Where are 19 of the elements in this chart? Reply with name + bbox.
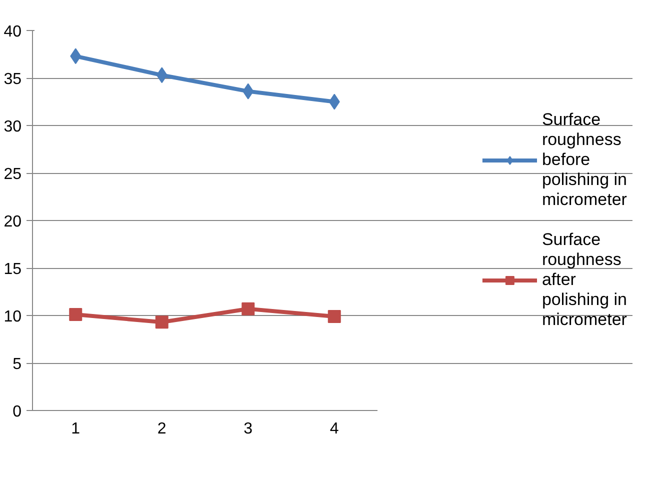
- x-tick-label: 3: [244, 420, 253, 438]
- point: [242, 302, 255, 316]
- y-tick-label: 0: [12, 404, 22, 420]
- x-tick-label: 4: [330, 420, 339, 438]
- y-tick-label: 10: [4, 308, 22, 326]
- point: [69, 308, 82, 322]
- point: [155, 316, 168, 329]
- legend-label: Surface roughness before polishing in micrometer: [542, 110, 627, 210]
- y-tick-label: 15: [4, 261, 22, 278]
- x-tick-label: 2: [157, 420, 166, 438]
- y-tick-label: 20: [4, 214, 22, 230]
- y-tick-label: 25: [4, 166, 22, 183]
- y-tick-label: 40: [4, 24, 22, 40]
- y-tick-label: 35: [4, 71, 22, 88]
- x-tick-label: 1: [71, 420, 80, 438]
- y-tick-label: 5: [12, 356, 22, 373]
- point: [328, 310, 341, 323]
- legend-label: Surface roughness after polishing in micrometer: [542, 230, 627, 330]
- y-tick-label: 30: [4, 118, 22, 136]
